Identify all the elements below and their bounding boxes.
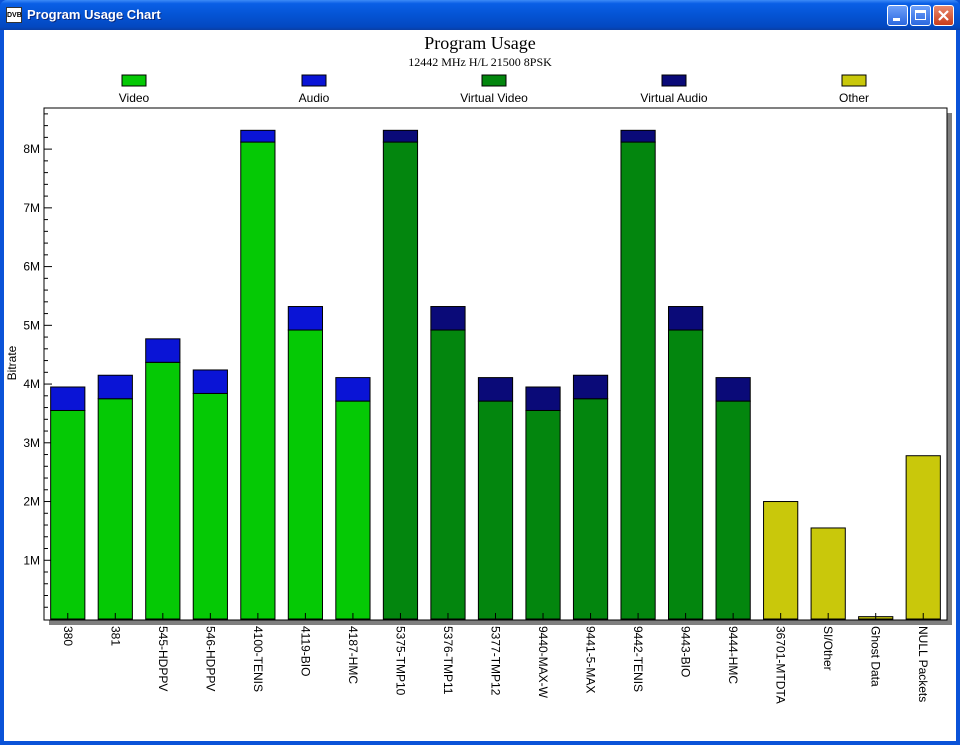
x-tick-label: NULL Packets: [916, 626, 930, 702]
bar-segment-virtual-audio: [525, 386, 561, 411]
legend-swatch: [841, 74, 867, 87]
bar-segment-audio: [50, 386, 86, 411]
bar-segment-video: [97, 398, 133, 620]
legend-swatch: [481, 74, 507, 87]
maximize-icon: [915, 10, 926, 20]
bar-segment-virtual-video: [572, 398, 609, 620]
x-tick-label: 9441-5-MAX: [584, 626, 598, 693]
y-axis: 1M 2M 3M 4M 5M 6M 7M 8M: [23, 113, 52, 608]
bar-segment-video: [240, 141, 276, 620]
x-tick-label: 4187-HMC: [346, 626, 360, 684]
y-tick-label: 8M: [23, 142, 40, 156]
bar-segment-virtual-video: [620, 141, 656, 620]
y-tick-label: 4M: [23, 377, 40, 391]
bar-segment-audio: [145, 338, 181, 363]
x-tick-label: 5377-TMP12: [489, 626, 503, 696]
x-tick-label: 9444-HMC: [726, 626, 740, 684]
chart-area: Program Usage 12442 MHz H/L 21500 8PSK V…: [4, 30, 956, 741]
x-tick-label: 4100-TENIS: [251, 626, 265, 692]
bar-segment-virtual-audio: [572, 374, 609, 400]
y-tick-label: 5M: [23, 318, 40, 332]
y-tick-label: 1M: [23, 553, 40, 567]
bar-segment-other: [810, 527, 846, 620]
title-bar[interactable]: DVB Program Usage Chart: [0, 0, 960, 30]
bar-segment-audio: [97, 374, 133, 400]
x-tick-label: 546-HDPPV: [203, 626, 217, 691]
chart-subtitle: 12442 MHz H/L 21500 8PSK: [408, 55, 552, 69]
bar-segment-virtual-audio: [477, 377, 514, 402]
bar-segment-virtual-video: [477, 400, 514, 620]
legend-label: Virtual Audio: [640, 91, 707, 105]
chart-title: Program Usage: [424, 33, 535, 53]
dvb-app-icon[interactable]: DVB: [6, 7, 22, 23]
y-tick-label: 6M: [23, 260, 40, 274]
legend-swatch: [661, 74, 687, 87]
bar-segment-virtual-audio: [620, 129, 656, 143]
bars: [50, 129, 941, 620]
minimize-button[interactable]: [887, 5, 908, 26]
x-tick-label: 545-HDPPV: [156, 626, 170, 691]
legend-label: Other: [839, 91, 869, 105]
x-tick-label: Ghost Data: [869, 626, 883, 687]
legend-swatch: [121, 74, 147, 87]
program-usage-chart: Program Usage 12442 MHz H/L 21500 8PSK V…: [5, 33, 952, 704]
x-tick-label: 5375-TMP10: [393, 626, 407, 696]
window-title: Program Usage Chart: [27, 7, 161, 22]
bar-segment-virtual-audio: [382, 129, 419, 143]
y-tick-label: 2M: [23, 495, 40, 509]
x-tick-label: 9442-TENIS: [631, 626, 645, 692]
bar-segment-virtual-audio: [667, 306, 704, 331]
bar-segment-audio: [335, 377, 371, 402]
bar-segment-video: [192, 392, 228, 620]
y-tick-label: 7M: [23, 201, 40, 215]
bar-segment-video: [50, 409, 86, 620]
x-tick-label: 4119-BIO: [298, 626, 312, 676]
bar-segment-other: [905, 455, 941, 620]
legend-label: Audio: [299, 91, 330, 105]
x-tick-label: SI/Other: [821, 626, 835, 671]
y-axis-label: Bitrate: [5, 345, 19, 380]
x-tick-label: 9443-BIO: [679, 626, 693, 677]
minimize-icon: [893, 18, 900, 21]
legend-label: Virtual Video: [460, 91, 528, 105]
x-tick-label: 381: [108, 626, 122, 646]
close-icon: [938, 10, 949, 21]
bar-segment-virtual-video: [382, 141, 419, 620]
x-tick-label: 5376-TMP11: [441, 626, 455, 695]
bar-segment-virtual-video: [525, 409, 561, 620]
bar-segment-audio: [240, 129, 276, 143]
bar-segment-virtual-video: [667, 329, 704, 620]
bar-segment-virtual-video: [430, 329, 466, 620]
bar-segment-virtual-video: [715, 400, 751, 620]
bar-segment-video: [335, 400, 371, 620]
x-axis: 380 381 545-HDPPV 546-HDPPV 4100-TENIS 4119-B…: [61, 613, 930, 704]
y-tick-label: 3M: [23, 436, 40, 450]
legend: Video Audio Virtual Video Virtual Audio Othe…: [119, 74, 869, 105]
maximize-button[interactable]: [910, 5, 931, 26]
bar-segment-audio: [287, 306, 324, 331]
bar-segment-virtual-audio: [430, 306, 466, 331]
bar-segment-video: [145, 361, 181, 620]
x-tick-label: 9440-MAX-W: [536, 626, 550, 699]
bar-segment-audio: [192, 369, 228, 394]
x-tick-label: 380: [61, 626, 75, 646]
legend-swatch: [301, 74, 327, 87]
close-button[interactable]: [933, 5, 954, 26]
bar-segment-other: [763, 501, 799, 620]
x-tick-label: 36701-MTDTA: [774, 626, 788, 704]
bar-segment-video: [287, 329, 324, 620]
legend-label: Video: [119, 91, 150, 105]
bar-segment-virtual-audio: [715, 377, 751, 402]
